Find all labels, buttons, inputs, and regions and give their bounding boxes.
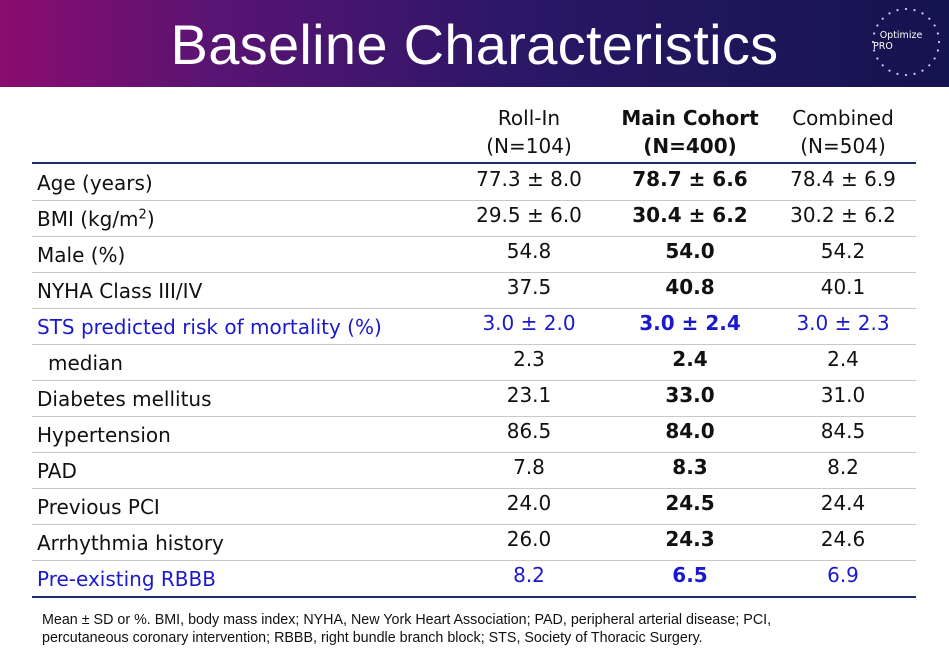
combined-value: 84.5 xyxy=(820,419,866,443)
optimize-pro-logo: Optimize PRO xyxy=(870,6,942,78)
main-cohort-value: 40.8 xyxy=(665,275,715,299)
roll-in-value: 24.0 xyxy=(506,491,552,515)
table-row: NYHA Class III/IV 37.5 40.8 40.1 xyxy=(32,272,916,309)
main-cohort-value: 3.0 ± 2.4 xyxy=(639,311,741,335)
roll-in-value: 54.8 xyxy=(506,239,552,263)
roll-in-value: 7.8 xyxy=(513,455,545,479)
table-row: PAD 7.8 8.3 8.2 xyxy=(32,452,916,489)
table-row: BMI (kg/m2) 29.5 ± 6.0 30.4 ± 6.2 30.2 ±… xyxy=(32,200,916,237)
table-row: Previous PCI 24.0 24.5 24.4 xyxy=(32,488,916,525)
roll-in-value: 8.2 xyxy=(513,563,545,587)
header-rule xyxy=(32,162,916,164)
main-cohort-value: 24.5 xyxy=(665,491,715,515)
table-row: Arrhythmia history 26.0 24.3 24.6 xyxy=(32,524,916,561)
column-name: Combined xyxy=(792,106,894,130)
table-row: Diabetes mellitus 23.1 33.0 31.0 xyxy=(32,380,916,417)
roll-in-value: 86.5 xyxy=(506,419,552,443)
row-label: Male (%) xyxy=(37,243,126,267)
roll-in-value: 3.0 ± 2.0 xyxy=(482,311,576,335)
main-cohort-value: 33.0 xyxy=(665,383,715,407)
combined-value: 24.6 xyxy=(820,527,866,551)
column-name: Roll-In xyxy=(497,106,561,130)
row-label-end: ) xyxy=(146,207,155,231)
row-label: Diabetes mellitus xyxy=(37,387,212,411)
row-label: NYHA Class III/IV xyxy=(37,279,203,303)
roll-in-value: 2.3 xyxy=(513,347,545,371)
footnote: Mean ± SD or %. BMI, body mass index; NY… xyxy=(42,611,922,647)
dotted-ring-icon xyxy=(871,7,941,77)
main-cohort-value: 54.0 xyxy=(665,239,715,263)
table-row: median 2.3 2.4 2.4 xyxy=(32,344,916,381)
combined-value: 2.4 xyxy=(827,347,859,371)
row-label: Previous PCI xyxy=(37,495,160,519)
logo-line-1: Optimize xyxy=(879,30,923,41)
table-row: STS predicted risk of mortality (%) 3.0 … xyxy=(32,308,916,345)
combined-value: 30.2 ± 6.2 xyxy=(790,203,896,227)
row-label: Hypertension xyxy=(37,423,171,447)
logo-line-2: PRO xyxy=(873,41,893,52)
roll-in-value: 37.5 xyxy=(506,275,552,299)
row-label-superscript: 2 xyxy=(138,207,147,223)
roll-in-value: 77.3 ± 8.0 xyxy=(476,167,582,191)
column-n: (N=104) xyxy=(486,134,572,158)
table-row: Pre-existing RBBB 8.2 6.5 6.9 xyxy=(32,560,916,598)
row-label: Pre-existing RBBB xyxy=(37,567,216,591)
column-header-combined: Combined (N=504) xyxy=(768,104,918,160)
logo-wordmark: Optimize PRO xyxy=(870,30,932,52)
row-label: STS predicted risk of mortality (%) xyxy=(37,315,382,339)
main-cohort-value: 6.5 xyxy=(672,563,708,587)
combined-value: 3.0 ± 2.3 xyxy=(796,311,890,335)
roll-in-value: 23.1 xyxy=(506,383,552,407)
row-label: Arrhythmia history xyxy=(37,531,224,555)
table-row: Hypertension 86.5 84.0 84.5 xyxy=(32,416,916,453)
row-label: Age (years) xyxy=(37,171,153,195)
roll-in-value: 26.0 xyxy=(506,527,552,551)
slide-title: Baseline Characteristics xyxy=(170,13,779,76)
combined-value: 40.1 xyxy=(820,275,866,299)
column-n: (N=400) xyxy=(643,134,737,158)
column-header-roll-in: Roll-In (N=104) xyxy=(454,104,604,160)
main-cohort-value: 8.3 xyxy=(672,455,708,479)
table-row: Age (years) 77.3 ± 8.0 78.7 ± 6.6 78.4 ±… xyxy=(32,164,916,201)
combined-value: 78.4 ± 6.9 xyxy=(790,167,896,191)
column-name: Main Cohort xyxy=(621,106,759,130)
table-row: Male (%) 54.8 54.0 54.2 xyxy=(32,236,916,273)
main-cohort-value: 2.4 xyxy=(672,347,708,371)
combined-value: 31.0 xyxy=(820,383,866,407)
main-cohort-value: 78.7 ± 6.6 xyxy=(632,167,748,191)
column-n: (N=504) xyxy=(800,134,886,158)
row-label: median xyxy=(48,351,123,375)
main-cohort-value: 24.3 xyxy=(665,527,715,551)
footnote-line-1: Mean ± SD or %. BMI, body mass index; NY… xyxy=(42,612,772,628)
main-cohort-value: 84.0 xyxy=(665,419,715,443)
column-header-main-cohort: Main Cohort (N=400) xyxy=(610,104,770,160)
title-banner: Baseline Characteristics Optimize PRO xyxy=(0,0,949,87)
roll-in-value: 29.5 ± 6.0 xyxy=(476,203,582,227)
main-cohort-value: 30.4 ± 6.2 xyxy=(632,203,748,227)
combined-value: 24.4 xyxy=(820,491,866,515)
combined-value: 8.2 xyxy=(827,455,859,479)
combined-value: 6.9 xyxy=(827,563,859,587)
combined-value: 54.2 xyxy=(820,239,866,263)
footnote-line-2: percutaneous coronary intervention; RBBB… xyxy=(42,630,703,646)
row-label: PAD xyxy=(37,459,77,483)
row-label-base: BMI (kg/m xyxy=(37,207,139,231)
row-label: BMI (kg/m2) xyxy=(37,207,155,231)
